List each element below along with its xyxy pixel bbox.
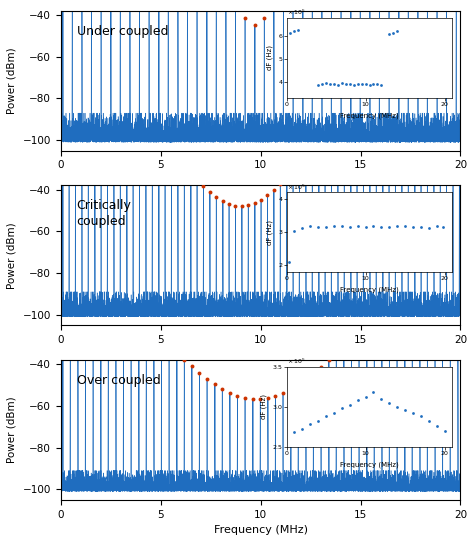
Text: Critically
coupled: Critically coupled xyxy=(77,199,131,228)
Text: Over coupled: Over coupled xyxy=(77,374,160,387)
Y-axis label: Power (dBm): Power (dBm) xyxy=(7,47,17,114)
Text: Under coupled: Under coupled xyxy=(77,25,168,38)
Y-axis label: Power (dBm): Power (dBm) xyxy=(7,222,17,288)
Y-axis label: Power (dBm): Power (dBm) xyxy=(7,397,17,463)
X-axis label: Frequency (MHz): Frequency (MHz) xyxy=(214,525,308,535)
